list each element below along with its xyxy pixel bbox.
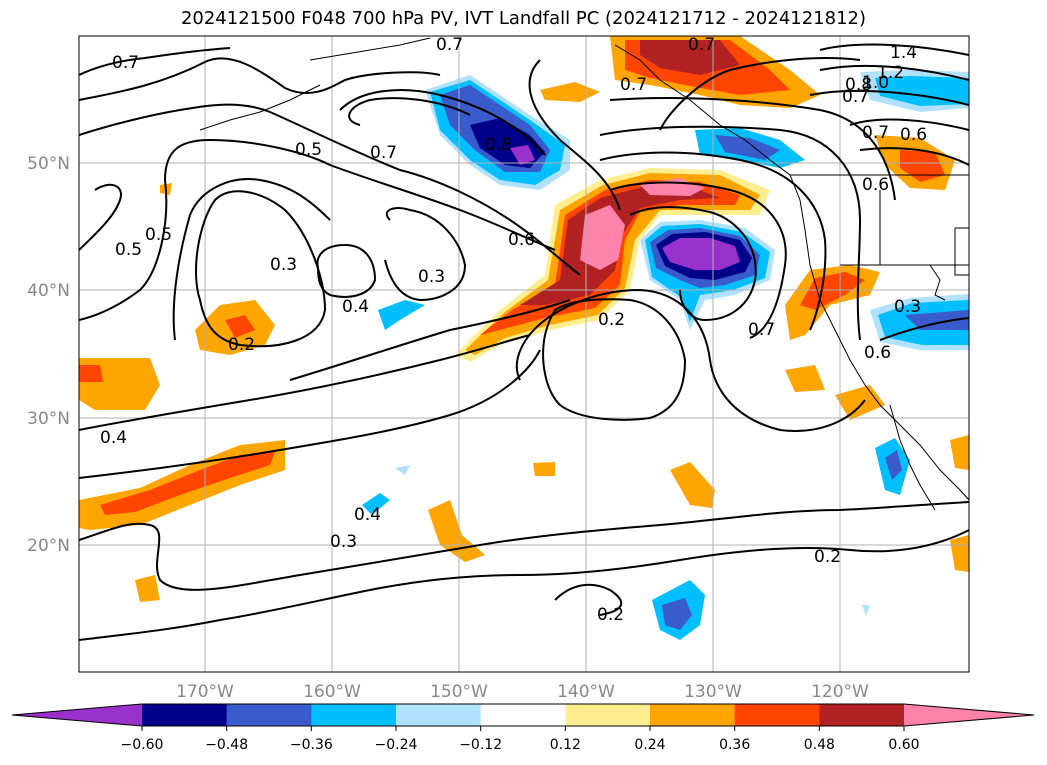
colorbar-segment xyxy=(565,704,651,726)
lon-label: 120°W xyxy=(811,682,869,702)
pv-contours xyxy=(79,43,969,641)
lat-label: 40°N xyxy=(27,281,70,301)
colorbar-segment xyxy=(396,704,482,726)
positive-shade xyxy=(100,452,275,515)
colorbar-tick-label: −0.48 xyxy=(205,737,248,753)
longitude-labels: 170°W 160°W 150°W 140°W 130°W 120°W xyxy=(176,682,869,702)
contour-label: 0.6 xyxy=(508,230,535,250)
contour-label: 0.2 xyxy=(814,547,841,567)
positive-shade xyxy=(800,272,865,310)
colorbar-segment xyxy=(734,704,820,726)
contour-label: 0.7 xyxy=(748,320,775,340)
negative-shade xyxy=(715,135,780,160)
lon-label: 130°W xyxy=(684,682,742,702)
positive-shade xyxy=(580,205,625,270)
colorbar-tick-label: −0.36 xyxy=(290,737,333,753)
negative-shade xyxy=(862,605,870,616)
contour-label: 0.4 xyxy=(342,297,369,317)
colorbar-segment xyxy=(650,704,736,726)
positive-shade xyxy=(900,150,945,182)
contour-label: 1.2 xyxy=(877,63,904,83)
lat-label: 30°N xyxy=(27,409,70,429)
coastlines xyxy=(199,37,969,511)
negative-shade xyxy=(875,76,969,106)
contour-label: 0.2 xyxy=(228,335,255,355)
colorbar-segment xyxy=(311,704,397,726)
contour-label: 0.3 xyxy=(894,297,921,317)
contour-label: 0.6 xyxy=(864,343,891,363)
shading-layer xyxy=(79,36,969,640)
contour-label: 0.5 xyxy=(145,225,172,245)
negative-shade xyxy=(378,300,425,330)
contour-label: 0.2 xyxy=(597,605,624,625)
lat-label: 50°N xyxy=(27,154,70,174)
contour-label: 0.6 xyxy=(862,175,889,195)
negative-shade xyxy=(662,238,740,270)
colorbar-segment xyxy=(480,704,566,726)
contour-label: 0.7 xyxy=(370,143,397,163)
colorbar-tick-label: 0.48 xyxy=(804,737,835,753)
contour-label: 0.5 xyxy=(115,240,142,260)
negative-shade xyxy=(395,465,410,475)
negative-shade xyxy=(885,450,902,480)
latitude-labels: 50°N 40°N 30°N 20°N xyxy=(27,154,70,556)
lon-label: 140°W xyxy=(557,682,615,702)
colorbar-extend-min xyxy=(12,704,142,726)
positive-shade xyxy=(785,365,825,392)
colorbar-extend-max xyxy=(904,704,1034,726)
positive-shade xyxy=(640,40,740,75)
lon-label: 150°W xyxy=(430,682,488,702)
contour-label: 0.3 xyxy=(418,267,445,287)
positive-shade xyxy=(950,435,969,470)
contour-label: 1.4 xyxy=(890,43,917,63)
lat-label: 20°N xyxy=(27,536,70,556)
gridlines xyxy=(79,36,969,672)
contour-label: 0.3 xyxy=(270,255,297,275)
contour-label: 0.7 xyxy=(620,75,647,95)
colorbar-segment xyxy=(819,704,905,726)
lon-label: 170°W xyxy=(176,682,234,702)
negative-shade xyxy=(362,493,390,515)
contour-label: 0.7 xyxy=(842,87,869,107)
colorbar-tick-label: 0.12 xyxy=(550,737,581,753)
positive-shade xyxy=(540,82,600,102)
negative-shade xyxy=(905,310,969,330)
positive-shade xyxy=(950,535,969,572)
colorbar-tick-label: −0.60 xyxy=(121,737,164,753)
colorbar-segment xyxy=(226,704,312,726)
positive-shade xyxy=(135,575,160,602)
negative-shade xyxy=(662,598,692,630)
contour-label: 0.2 xyxy=(598,310,625,330)
contour-label: 0.7 xyxy=(688,35,715,55)
map-frame xyxy=(78,35,970,673)
contour-label: 0.5 xyxy=(295,140,322,160)
contour-label: 0.8 xyxy=(485,135,512,155)
positive-shade xyxy=(79,365,103,382)
colorbar: −0.60 −0.48 −0.36 −0.24 −0.12 0.12 0.24 0.36 0.4… xyxy=(11,703,1035,753)
contour-label: 0.4 xyxy=(100,428,127,448)
positive-shade xyxy=(670,462,715,508)
lon-label: 160°W xyxy=(303,682,361,702)
contour-label: 0.4 xyxy=(354,505,381,525)
colorbar-tick-label: −0.12 xyxy=(459,737,502,753)
positive-shade xyxy=(533,462,555,476)
colorbar-tick-label: 0.60 xyxy=(888,737,919,753)
map-title: 2024121500 F048 700 hPa PV, IVT Landfall… xyxy=(180,8,867,29)
colorbar-tick-label: 0.24 xyxy=(634,737,665,753)
colorbar-segment xyxy=(142,704,228,726)
contour-label: 0.6 xyxy=(900,125,927,145)
positive-shade xyxy=(835,385,885,420)
contour-label: 0.7 xyxy=(112,53,139,73)
positive-shade xyxy=(225,315,255,338)
colorbar-tick-label: −0.24 xyxy=(375,737,418,753)
contour-label: 0.7 xyxy=(862,123,889,143)
contour-label: 1.0 xyxy=(862,73,889,93)
contour-label: 0.8 xyxy=(845,75,872,95)
contour-label: 0.3 xyxy=(330,532,357,552)
negative-shade xyxy=(510,145,535,165)
contour-labels: 0.7 0.7 0.7 0.7 1.4 1.2 1.0 0.8 0.7 0.7 … xyxy=(100,35,927,625)
contour-label: 0.7 xyxy=(436,35,463,55)
colorbar-tick-label: 0.36 xyxy=(719,737,750,753)
